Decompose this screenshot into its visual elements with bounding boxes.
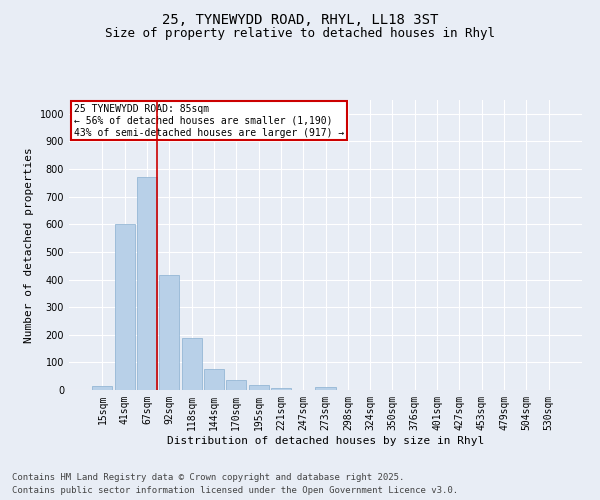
Bar	[316, 386, 335, 390]
Text: Contains HM Land Registry data © Crown copyright and database right 2025.: Contains HM Land Registry data © Crown c…	[12, 472, 404, 482]
X-axis label: Distribution of detached houses by size in Rhyl: Distribution of detached houses by size …	[167, 436, 484, 446]
Text: 25, TYNEWYDD ROAD, RHYL, LL18 3ST: 25, TYNEWYDD ROAD, RHYL, LL18 3ST	[162, 12, 438, 26]
Text: Size of property relative to detached houses in Rhyl: Size of property relative to detached ho…	[105, 28, 495, 40]
Bar	[115, 224, 135, 390]
Text: 25 TYNEWYDD ROAD: 85sqm
← 56% of detached houses are smaller (1,190)
43% of semi: 25 TYNEWYDD ROAD: 85sqm ← 56% of detache…	[74, 104, 344, 138]
Text: Contains public sector information licensed under the Open Government Licence v3: Contains public sector information licen…	[12, 486, 458, 495]
Bar	[204, 370, 224, 390]
Bar	[159, 276, 179, 390]
Y-axis label: Number of detached properties: Number of detached properties	[24, 147, 34, 343]
Bar	[226, 380, 246, 390]
Bar	[271, 388, 291, 390]
Bar	[182, 338, 202, 390]
Bar	[92, 386, 112, 390]
Bar	[248, 386, 269, 390]
Bar	[137, 178, 157, 390]
